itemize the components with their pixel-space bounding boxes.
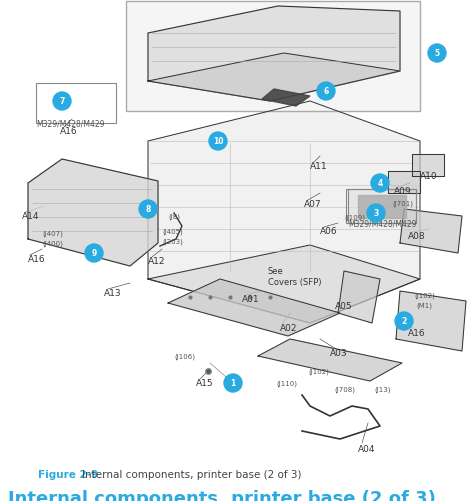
Text: (J400): (J400) bbox=[42, 240, 63, 247]
Text: (J110): (J110) bbox=[276, 380, 297, 386]
Text: (J701): (J701) bbox=[392, 200, 413, 207]
Text: A10: A10 bbox=[420, 172, 438, 181]
Text: See
Covers (SFP): See Covers (SFP) bbox=[268, 267, 321, 286]
Text: A16: A16 bbox=[408, 329, 426, 338]
Text: 2: 2 bbox=[401, 317, 407, 326]
Polygon shape bbox=[358, 195, 406, 218]
Polygon shape bbox=[148, 7, 400, 102]
Text: A01: A01 bbox=[242, 295, 260, 304]
Text: (J407): (J407) bbox=[42, 230, 63, 237]
Polygon shape bbox=[338, 272, 380, 323]
Text: 3: 3 bbox=[374, 209, 379, 218]
Text: (J203): (J203) bbox=[162, 238, 183, 245]
Text: M329/M428/M429: M329/M428/M429 bbox=[348, 219, 417, 228]
Bar bbox=[346, 189, 416, 223]
Circle shape bbox=[209, 133, 227, 151]
Text: 6: 6 bbox=[323, 87, 328, 96]
Circle shape bbox=[139, 200, 157, 218]
Text: 10: 10 bbox=[213, 137, 223, 146]
Bar bbox=[36, 84, 116, 124]
Bar bbox=[126, 2, 420, 112]
Text: (J13): (J13) bbox=[374, 386, 391, 392]
Text: A12: A12 bbox=[148, 257, 165, 266]
Text: A02: A02 bbox=[280, 324, 298, 333]
Polygon shape bbox=[396, 292, 466, 351]
Polygon shape bbox=[28, 160, 158, 267]
Circle shape bbox=[428, 45, 446, 63]
Text: 7: 7 bbox=[59, 97, 64, 106]
Text: A15: A15 bbox=[196, 379, 214, 388]
Text: (J102): (J102) bbox=[414, 292, 435, 299]
Text: A11: A11 bbox=[310, 162, 328, 171]
Polygon shape bbox=[412, 155, 444, 177]
Circle shape bbox=[395, 313, 413, 330]
Text: (J102): (J102) bbox=[308, 368, 329, 375]
Text: A06: A06 bbox=[320, 227, 337, 236]
Polygon shape bbox=[148, 245, 420, 323]
Polygon shape bbox=[262, 90, 310, 107]
Text: Internal components, printer base (2 of 3): Internal components, printer base (2 of … bbox=[82, 469, 301, 479]
Text: A07: A07 bbox=[304, 200, 322, 209]
Polygon shape bbox=[388, 172, 420, 193]
Text: (J405): (J405) bbox=[162, 228, 183, 235]
Polygon shape bbox=[348, 189, 416, 223]
Polygon shape bbox=[148, 54, 400, 102]
Text: A13: A13 bbox=[104, 289, 122, 298]
Text: 9: 9 bbox=[91, 249, 97, 258]
Text: Internal components, printer base (2 of 3): Internal components, printer base (2 of … bbox=[8, 489, 436, 501]
Text: (J106): (J106) bbox=[174, 353, 195, 360]
Text: (J708): (J708) bbox=[334, 386, 355, 392]
Text: A14: A14 bbox=[22, 212, 39, 221]
Text: A05: A05 bbox=[335, 302, 353, 311]
Text: A04: A04 bbox=[358, 444, 375, 453]
Polygon shape bbox=[258, 339, 402, 381]
Polygon shape bbox=[168, 280, 340, 336]
Text: 4: 4 bbox=[377, 179, 383, 188]
Text: A09: A09 bbox=[394, 187, 411, 196]
Text: 5: 5 bbox=[435, 50, 439, 59]
Text: (J8): (J8) bbox=[168, 213, 180, 220]
Circle shape bbox=[85, 244, 103, 263]
Text: A03: A03 bbox=[330, 349, 347, 358]
Text: (M1): (M1) bbox=[416, 302, 432, 309]
Text: A16: A16 bbox=[60, 127, 78, 136]
Text: M329/M428/M429: M329/M428/M429 bbox=[36, 120, 104, 129]
Circle shape bbox=[367, 204, 385, 222]
Circle shape bbox=[371, 175, 389, 192]
Text: 1: 1 bbox=[230, 379, 236, 388]
Circle shape bbox=[224, 374, 242, 392]
Circle shape bbox=[53, 93, 71, 111]
Text: A16: A16 bbox=[28, 255, 46, 264]
Circle shape bbox=[317, 83, 335, 101]
Text: Figure 2-9: Figure 2-9 bbox=[38, 469, 98, 479]
Text: (J109): (J109) bbox=[344, 214, 365, 221]
Text: A08: A08 bbox=[408, 232, 426, 241]
Polygon shape bbox=[148, 102, 420, 323]
Polygon shape bbox=[400, 209, 462, 254]
Text: 8: 8 bbox=[146, 205, 151, 214]
